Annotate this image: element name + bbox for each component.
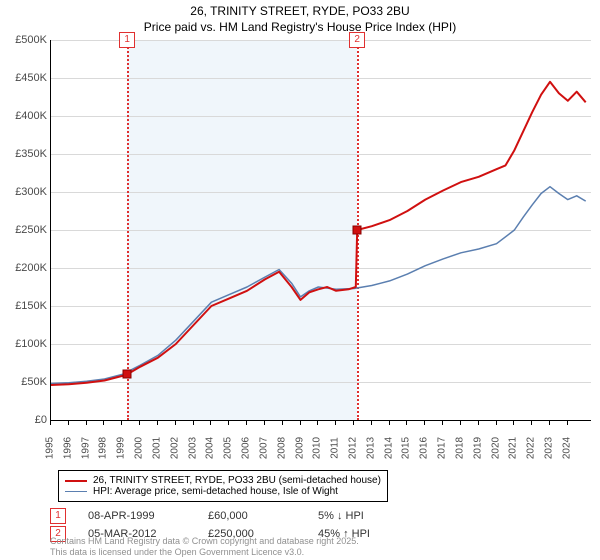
x-tick-label: 2019 xyxy=(472,437,483,459)
x-tick xyxy=(389,420,390,425)
x-tick-label: 2011 xyxy=(330,437,341,459)
chart: £0£50K£100K£150K£200K£250K£300K£350K£400… xyxy=(50,40,590,420)
x-tick-label: 1999 xyxy=(116,437,127,459)
page-subtitle: Price paid vs. HM Land Registry's House … xyxy=(0,20,600,36)
x-tick xyxy=(424,420,425,425)
series-line xyxy=(51,82,586,385)
x-tick xyxy=(406,420,407,425)
x-tick xyxy=(50,420,51,425)
y-tick-label: £150K xyxy=(1,300,47,312)
x-tick-label: 2014 xyxy=(383,437,394,459)
legend-row: HPI: Average price, semi-detached house,… xyxy=(65,486,381,497)
x-tick xyxy=(68,420,69,425)
x-tick-label: 2013 xyxy=(365,437,376,459)
x-tick xyxy=(317,420,318,425)
x-tick xyxy=(193,420,194,425)
x-tick xyxy=(210,420,211,425)
x-tick xyxy=(228,420,229,425)
x-tick xyxy=(567,420,568,425)
x-tick-label: 2004 xyxy=(205,437,216,459)
legend-row: 26, TRINITY STREET, RYDE, PO33 2BU (semi… xyxy=(65,475,381,486)
annotation-tag: 1 xyxy=(50,508,66,524)
legend-label: HPI: Average price, semi-detached house,… xyxy=(93,486,338,497)
x-tick-label: 2009 xyxy=(294,437,305,459)
annotation-delta: 5% ↓ HPI xyxy=(318,510,364,522)
x-tick xyxy=(531,420,532,425)
x-tick-label: 2018 xyxy=(454,437,465,459)
x-tick xyxy=(157,420,158,425)
x-tick-label: 2015 xyxy=(401,437,412,459)
chart-svg xyxy=(51,40,591,420)
x-tick-label: 2024 xyxy=(561,437,572,459)
x-tick-label: 2021 xyxy=(508,437,519,459)
x-tick xyxy=(175,420,176,425)
x-tick xyxy=(86,420,87,425)
y-tick-label: £350K xyxy=(1,148,47,160)
footer-line: Contains HM Land Registry data © Crown c… xyxy=(50,536,359,547)
x-tick-label: 2017 xyxy=(437,437,448,459)
price-marker xyxy=(123,370,132,379)
legend-swatch xyxy=(65,491,87,492)
x-tick xyxy=(139,420,140,425)
x-tick-label: 2022 xyxy=(526,437,537,459)
x-tick-label: 2006 xyxy=(241,437,252,459)
x-tick-label: 1995 xyxy=(45,437,56,459)
x-tick-label: 1996 xyxy=(62,437,73,459)
x-tick xyxy=(513,420,514,425)
x-tick-label: 2003 xyxy=(187,437,198,459)
x-tick xyxy=(282,420,283,425)
x-tick-label: 2023 xyxy=(544,437,555,459)
x-tick-label: 2000 xyxy=(134,437,145,459)
x-tick xyxy=(353,420,354,425)
x-tick-label: 2020 xyxy=(490,437,501,459)
x-tick xyxy=(335,420,336,425)
plot-area: £0£50K£100K£150K£200K£250K£300K£350K£400… xyxy=(50,40,591,421)
y-tick-label: £300K xyxy=(1,186,47,198)
x-tick-label: 1998 xyxy=(98,437,109,459)
x-tick-label: 2005 xyxy=(223,437,234,459)
x-tick-label: 2010 xyxy=(312,437,323,459)
x-tick xyxy=(460,420,461,425)
annotation-price: £60,000 xyxy=(208,510,318,522)
x-tick xyxy=(442,420,443,425)
x-tick-label: 2012 xyxy=(347,437,358,459)
y-tick-label: £0 xyxy=(1,414,47,426)
x-tick-label: 2008 xyxy=(276,437,287,459)
legend-label: 26, TRINITY STREET, RYDE, PO33 2BU (semi… xyxy=(93,475,381,486)
legend-swatch xyxy=(65,480,87,482)
legend: 26, TRINITY STREET, RYDE, PO33 2BU (semi… xyxy=(58,470,388,502)
y-tick-label: £100K xyxy=(1,338,47,350)
annotation-date: 08-APR-1999 xyxy=(88,510,208,522)
x-tick-label: 2016 xyxy=(419,437,430,459)
x-tick xyxy=(121,420,122,425)
x-tick-label: 2007 xyxy=(258,437,269,459)
series-line xyxy=(51,187,586,384)
y-tick-label: £500K xyxy=(1,34,47,46)
x-tick-label: 1997 xyxy=(80,437,91,459)
x-tick xyxy=(103,420,104,425)
x-tick xyxy=(496,420,497,425)
y-tick-label: £250K xyxy=(1,224,47,236)
x-tick xyxy=(549,420,550,425)
x-tick-label: 2001 xyxy=(151,437,162,459)
page-title: 26, TRINITY STREET, RYDE, PO33 2BU xyxy=(0,4,600,20)
y-tick-label: £450K xyxy=(1,72,47,84)
x-axis: 1995199619971998199920002001200220032004… xyxy=(50,424,590,464)
footer: Contains HM Land Registry data © Crown c… xyxy=(50,536,359,558)
x-tick xyxy=(246,420,247,425)
price-marker xyxy=(353,226,362,235)
y-tick-label: £50K xyxy=(1,376,47,388)
x-tick xyxy=(264,420,265,425)
annotation-row: 1 08-APR-1999 £60,000 5% ↓ HPI xyxy=(50,508,364,524)
x-tick xyxy=(371,420,372,425)
x-tick xyxy=(478,420,479,425)
y-tick-label: £400K xyxy=(1,110,47,122)
footer-line: This data is licensed under the Open Gov… xyxy=(50,547,359,558)
x-tick-label: 2002 xyxy=(169,437,180,459)
x-tick xyxy=(300,420,301,425)
y-tick-label: £200K xyxy=(1,262,47,274)
